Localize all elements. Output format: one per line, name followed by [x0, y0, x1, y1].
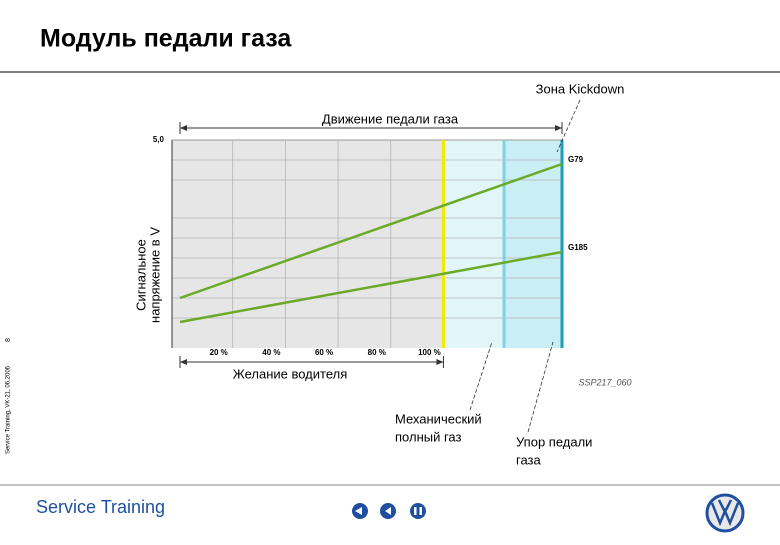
figure-code: SSP217_060	[578, 377, 631, 387]
page-number: 8	[5, 338, 12, 342]
zone	[504, 140, 562, 348]
leader-line	[556, 99, 581, 153]
pedal-stop-label: Упор педали	[516, 434, 592, 449]
top-dimension-label: Движение педали газа	[322, 111, 459, 126]
series-label: G79	[568, 155, 584, 164]
full-throttle-label: полный газ	[395, 429, 462, 444]
bottom-dimension-label: Желание водителя	[233, 366, 348, 381]
y-tick-label: 5,0	[153, 135, 165, 144]
pedal-stop-label: газа	[516, 452, 542, 467]
x-tick-label: 80 %	[368, 348, 386, 357]
series-line	[179, 162, 563, 300]
vw-logo	[705, 493, 745, 533]
nav-icon	[414, 507, 417, 515]
zone-label: Зона Kickdown	[536, 81, 625, 96]
leader-line	[469, 341, 493, 411]
chart: 5,0 20 % 40 % 60 % 80 % 100 % G79 G185 Движение …	[133, 81, 631, 467]
full-throttle-label: Механический	[395, 411, 482, 426]
zone	[443, 140, 505, 348]
series-line	[179, 250, 563, 324]
x-tick-label: 100 %	[418, 348, 441, 357]
side-note: Service Training, VK-21, 06.2006	[6, 365, 12, 454]
y-axis-label: Сигнальное	[133, 239, 148, 311]
nav-icon	[385, 507, 391, 515]
nav-icon	[355, 507, 362, 515]
nav-pause[interactable]	[410, 503, 426, 519]
x-tick-label: 40 %	[262, 348, 280, 357]
leader-line	[527, 341, 554, 433]
y-axis-label: напряжение в V	[147, 227, 162, 323]
x-tick-label: 60 %	[315, 348, 333, 357]
series-label: G185	[568, 243, 588, 252]
x-tick-label: 20 %	[210, 348, 228, 357]
footer-brand: Service Training	[36, 497, 165, 517]
nav-buttons[interactable]	[352, 503, 426, 519]
slide-title: Модуль педали газа	[40, 25, 292, 53]
nav-icon	[419, 507, 422, 515]
